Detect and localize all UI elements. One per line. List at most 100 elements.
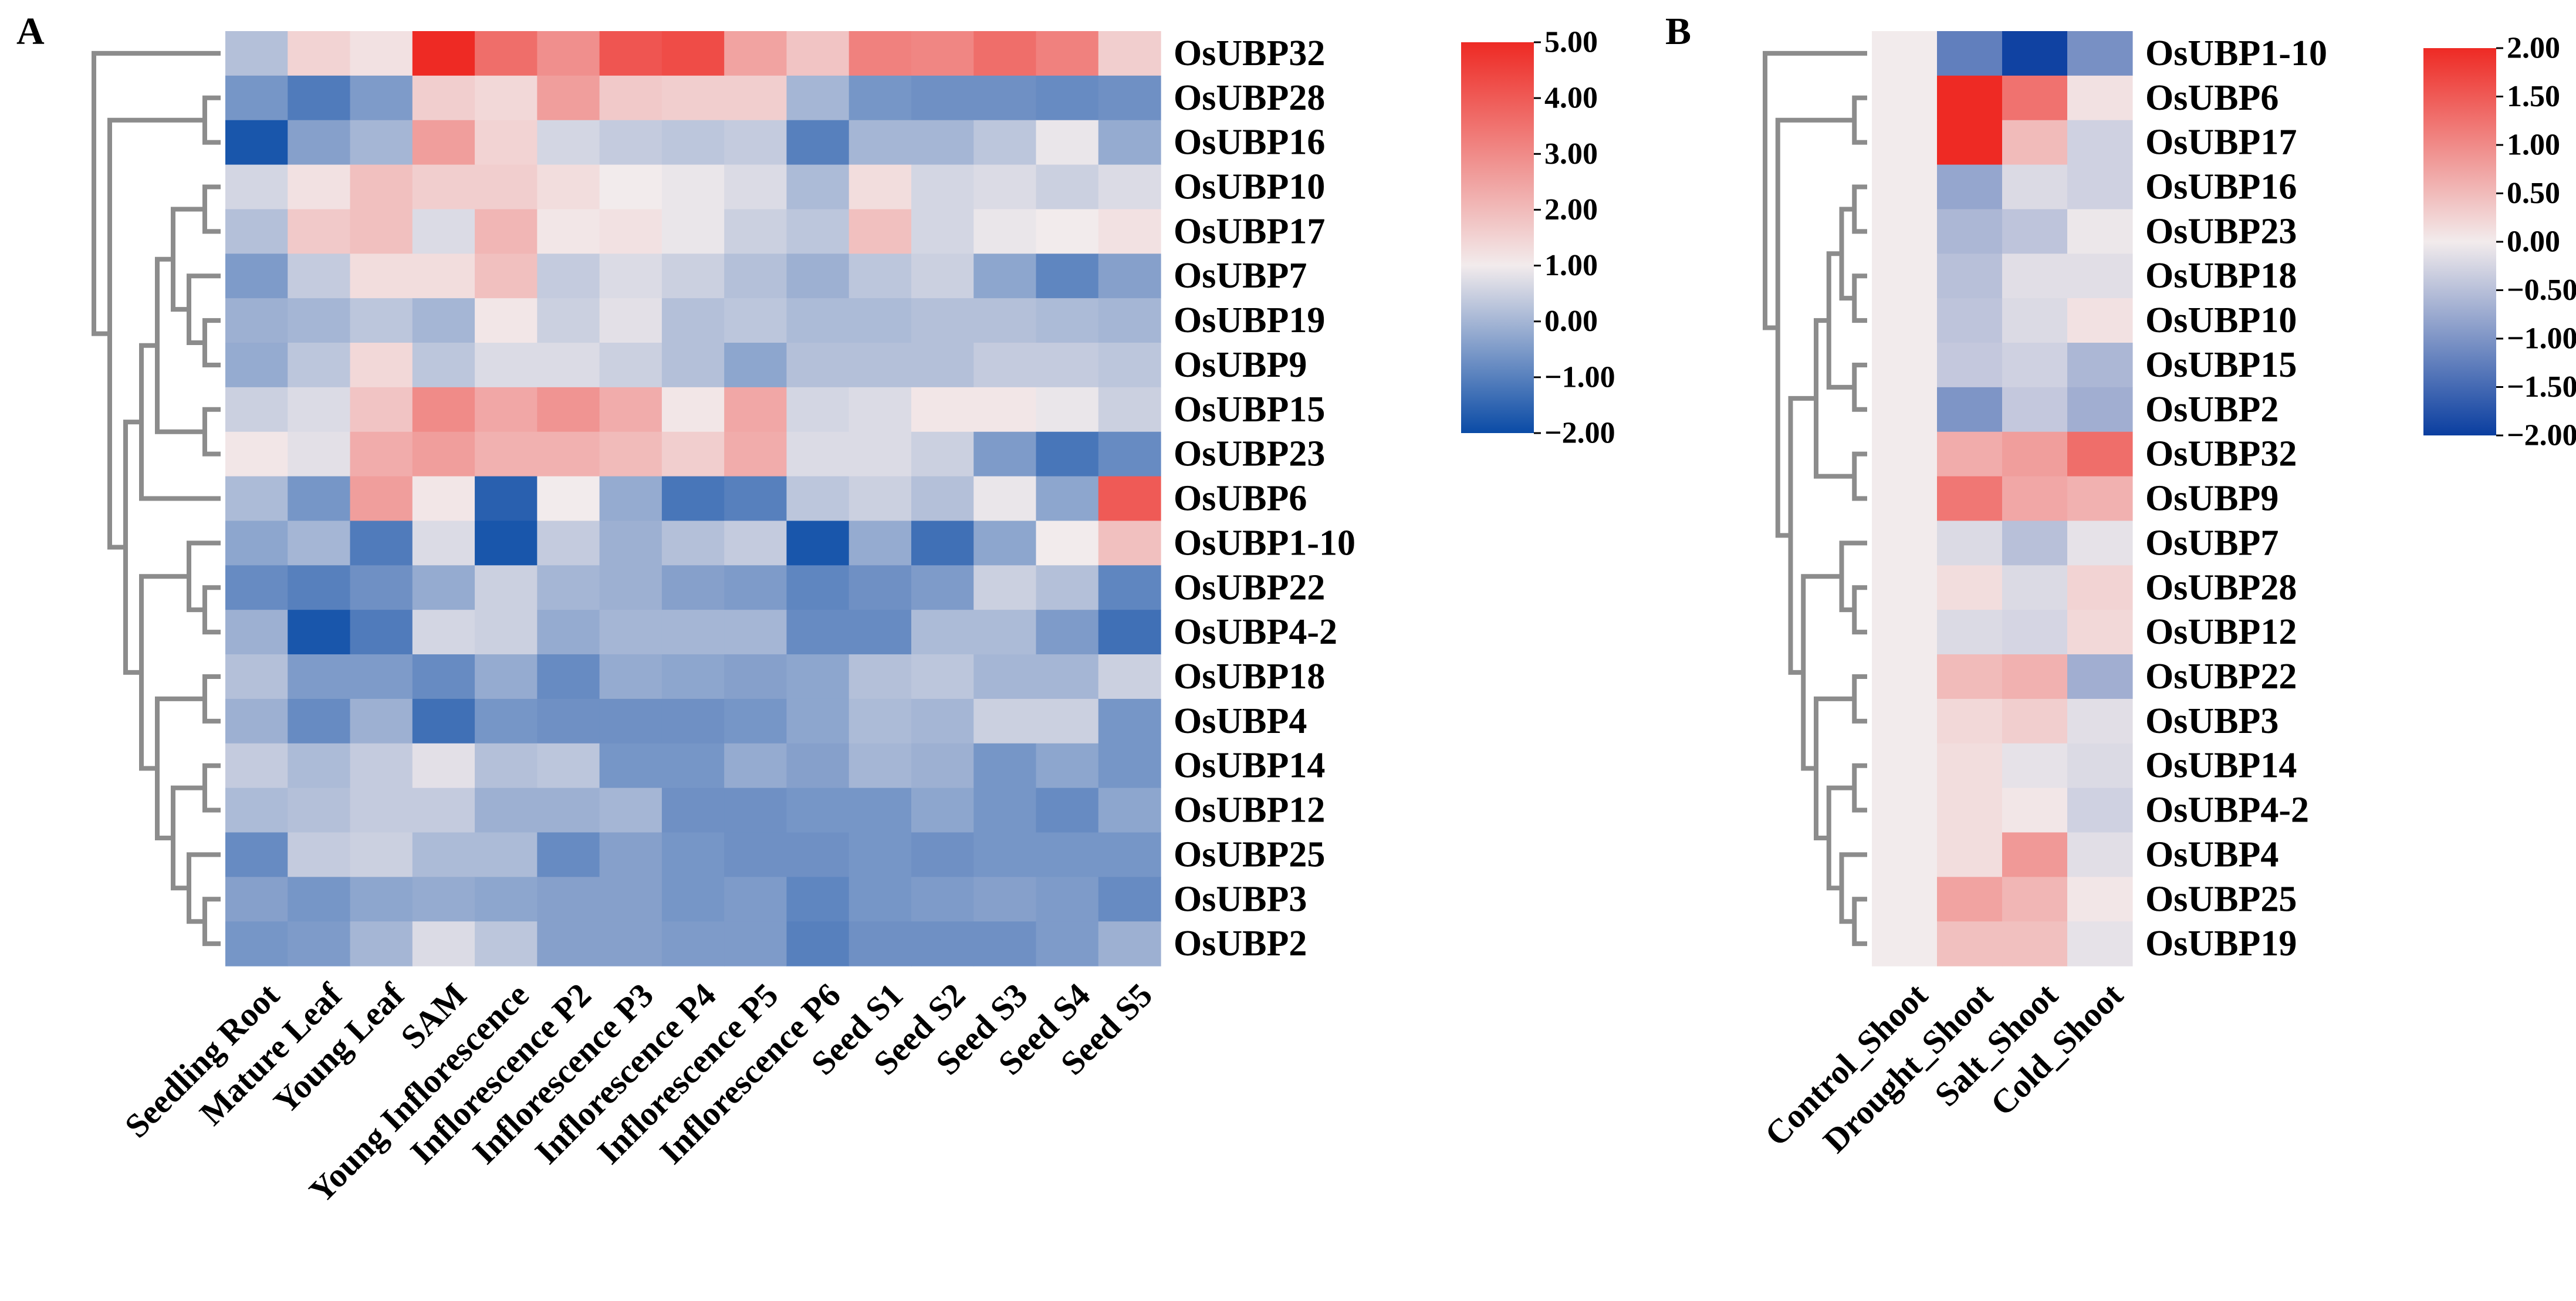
heatmap-cell: [537, 164, 600, 210]
panel-b-label: B: [1665, 10, 1691, 53]
heatmap-cell: [724, 164, 787, 210]
heatmap-cell: [724, 343, 787, 388]
dendrogram-branch: [139, 574, 189, 771]
heatmap-cell: [225, 521, 288, 566]
heatmap-cell: [661, 521, 725, 566]
heatmap-cell: [724, 120, 787, 165]
heatmap-cell: [911, 654, 974, 700]
heatmap-cell: [848, 698, 912, 744]
heatmap-cell: [599, 743, 662, 789]
colorbar-tick-label: −1.00: [2507, 322, 2576, 356]
heatmap-cell: [537, 254, 600, 299]
dendrogram-branch: [1852, 763, 1867, 813]
dendrogram-branch: [155, 256, 205, 434]
heatmap-cell: [724, 698, 787, 744]
dendrogram-branch: [1852, 362, 1867, 412]
heatmap-cell: [661, 832, 725, 877]
heatmap-cell: [973, 610, 1037, 655]
heatmap-cell: [475, 75, 537, 121]
heatmap-cell: [1036, 521, 1099, 566]
heatmap-cell: [911, 921, 974, 967]
heatmap-cell: [661, 343, 725, 388]
heatmap-cell: [225, 254, 288, 299]
heatmap-cell: [1937, 788, 2003, 833]
heatmap-cell: [288, 521, 351, 566]
dendrogram-branch: [202, 407, 221, 457]
row-label: OsUBP17: [2145, 123, 2297, 163]
row-label: OsUBP9: [1174, 345, 1307, 385]
heatmap-cell: [412, 476, 475, 522]
heatmap-cell: [848, 343, 912, 388]
heatmap-cell: [288, 254, 351, 299]
heatmap-cell: [848, 832, 912, 877]
heatmap-cell: [288, 877, 351, 922]
heatmap-cell: [2002, 431, 2068, 477]
heatmap-cell: [537, 743, 600, 789]
heatmap-cell: [225, 832, 288, 877]
heatmap-cell: [1098, 31, 1161, 76]
heatmap-cell: [2067, 31, 2133, 76]
heatmap-cell: [2067, 877, 2133, 922]
heatmap-cell: [2067, 387, 2133, 432]
heatmap-cell: [786, 788, 850, 833]
heatmap-cell: [412, 431, 475, 477]
row-label: OsUBP14: [2145, 746, 2297, 786]
heatmap-cell: [1872, 921, 1938, 967]
heatmap-cell: [973, 832, 1037, 877]
heatmap-cell: [911, 610, 974, 655]
panel-a-label: A: [16, 10, 45, 53]
heatmap-cell: [661, 164, 725, 210]
heatmap-cell: [288, 832, 351, 877]
row-label: OsUBP19: [1174, 300, 1325, 340]
panel-b: B OsUBP1-10OsUBP6OsUBP17OsUBP16OsUBP23Os…: [1665, 10, 2576, 1160]
heatmap-cell: [350, 31, 413, 76]
heatmap-cell: [288, 610, 351, 655]
heatmap-cell: [848, 565, 912, 610]
heatmap-cell: [350, 75, 413, 121]
heatmap-cell: [724, 431, 787, 477]
heatmap-cell: [911, 298, 974, 343]
heatmap-cell: [911, 31, 974, 76]
heatmap-cell: [288, 75, 351, 121]
heatmap-cell: [661, 254, 725, 299]
heatmap-cell: [1098, 610, 1161, 655]
colorbar-tick-label: −2.00: [1544, 417, 1615, 450]
heatmap-cell: [350, 476, 413, 522]
heatmap-cell: [475, 832, 537, 877]
heatmap-cell: [412, 209, 475, 254]
heatmap-cell: [848, 788, 912, 833]
heatmap-cell: [1098, 788, 1161, 833]
heatmap-cell: [350, 877, 413, 922]
heatmap-cell: [537, 921, 600, 967]
panel-a-colorbar: 5.00 4.00 3.00 2.00 1.00 0.00 −1.00 −2.00: [1461, 26, 1615, 450]
heatmap-cell: [225, 743, 288, 789]
heatmap-cell: [2002, 298, 2068, 343]
heatmap-cell: [1937, 698, 2003, 744]
heatmap-cell: [350, 698, 413, 744]
heatmap-cell: [1036, 610, 1099, 655]
heatmap-cell: [911, 832, 974, 877]
heatmap-cell: [225, 31, 288, 76]
heatmap-cell: [2002, 75, 2068, 121]
heatmap-cell: [1098, 565, 1161, 610]
heatmap-cell: [1872, 254, 1938, 299]
heatmap-cell: [661, 788, 725, 833]
heatmap-cell: [350, 298, 413, 343]
panel-a-row-dendrogram: [92, 50, 221, 947]
heatmap-cell: [537, 298, 600, 343]
heatmap-cell: [1036, 298, 1099, 343]
colorbar-tick-label: 1.00: [2507, 129, 2560, 162]
heatmap-cell: [412, 610, 475, 655]
heatmap-cell: [288, 788, 351, 833]
heatmap-cell: [599, 209, 662, 254]
dendrogram-branch: [1814, 696, 1855, 840]
heatmap-cell: [475, 654, 537, 700]
row-label: OsUBP10: [1174, 167, 1325, 207]
heatmap-cell: [911, 120, 974, 165]
heatmap-cell: [412, 654, 475, 700]
heatmap-cell: [973, 254, 1037, 299]
heatmap-cell: [1036, 921, 1099, 967]
heatmap-cell: [1036, 743, 1099, 789]
heatmap-cell: [225, 921, 288, 967]
heatmap-cell: [1872, 788, 1938, 833]
